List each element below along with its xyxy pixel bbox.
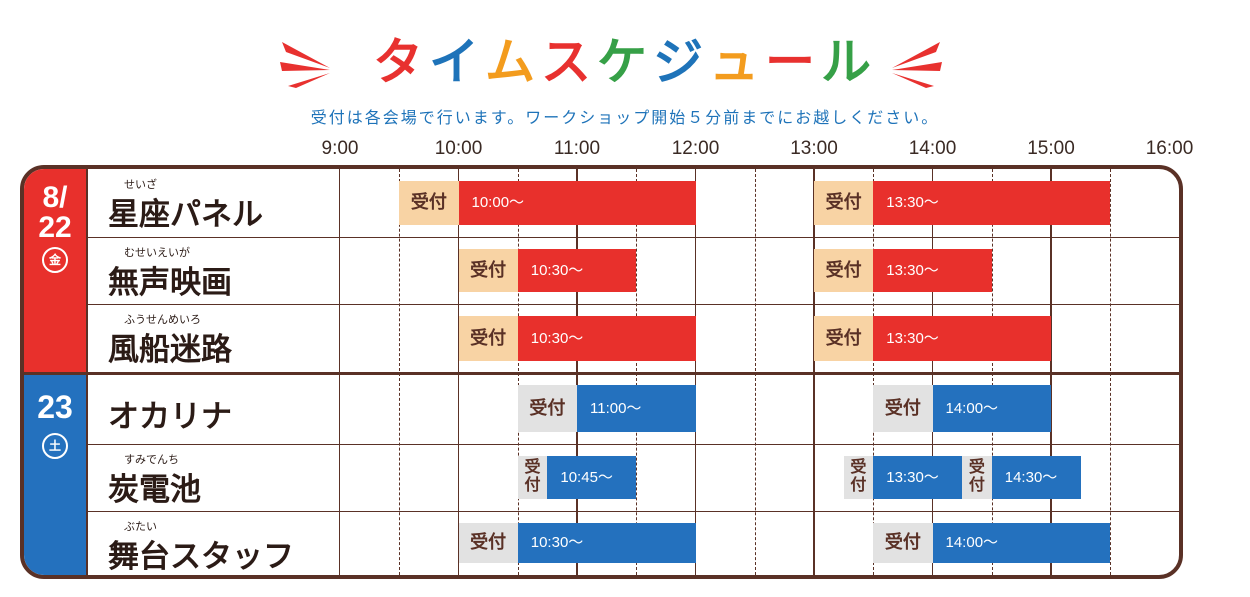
date-label: 22 (38, 211, 72, 244)
workshop-name: オカリナ (108, 399, 232, 435)
burst-left-icon (280, 42, 330, 88)
reception-label: 受付 (458, 316, 518, 361)
half-hour-line (754, 169, 756, 575)
half-hour-line (399, 169, 401, 575)
title-char: ル (821, 33, 877, 91)
reception-char: 付 (968, 475, 985, 494)
row-divider (86, 511, 1179, 512)
half-hour-line (991, 169, 993, 575)
reception-label: 受付 (458, 523, 518, 563)
session-bar: 14:00～ (932, 523, 1111, 563)
name-ruby: ふうせんめいろ (124, 313, 201, 326)
time-tick: 12:00 (671, 138, 720, 159)
hour-line (694, 169, 696, 575)
time-tick: 9:00 (321, 138, 359, 159)
day-divider (24, 372, 1179, 375)
reception-label: 受付 (843, 456, 874, 499)
time-tick: 10:00 (434, 138, 483, 159)
time-tick: 14:00 (908, 138, 957, 159)
title-char: ー (765, 33, 821, 91)
weekday-badge: 金 (42, 247, 68, 273)
session-bar: 10:00～ (458, 181, 696, 225)
workshop-name: 舞台スタッフ (108, 539, 294, 575)
column-divider (86, 169, 88, 575)
title-char: ム (485, 33, 541, 91)
session-bar: 13:30～ (873, 249, 992, 292)
title-char: タ (373, 33, 429, 91)
session-bar: 10:30～ (517, 249, 637, 292)
name-ruby: すみでんち (124, 453, 179, 466)
reception-label: 受付 (517, 385, 577, 432)
hour-line (576, 169, 578, 575)
half-hour-line (636, 169, 638, 575)
title-char: ス (541, 33, 597, 91)
reception-label: 受付 (399, 181, 459, 225)
time-tick: 15:00 (1027, 138, 1075, 159)
time-tick: 11:00 (553, 138, 601, 159)
session-bar: 10:30～ (517, 523, 696, 563)
row-divider (86, 304, 1179, 305)
schedule-table: 8/22 金 23 土せいざ 星座パネル 受付 10:00～ 受付 13:30～ むせいえいが 無声… (20, 165, 1183, 579)
title-char: ジ (653, 33, 709, 91)
reception-label: 受付 (814, 181, 874, 225)
name-ruby: ぶたい (124, 520, 157, 533)
reception-char: 付 (524, 475, 541, 494)
half-hour-line (517, 169, 519, 575)
date-label: 23 (37, 389, 73, 425)
reception-char: 付 (850, 475, 867, 494)
date-label: 8/ (42, 181, 68, 214)
session-bar: 14:00～ (932, 385, 1051, 432)
reception-char: 受 (850, 457, 867, 476)
hour-line (1050, 169, 1052, 575)
reception-label: 受付 (962, 456, 992, 499)
row-divider (86, 237, 1179, 238)
reception-label: 受付 (517, 456, 548, 499)
day-bar (24, 373, 86, 575)
time-tick: 16:00 (1145, 138, 1194, 159)
title-char: ュ (709, 33, 765, 91)
half-hour-line (1110, 169, 1112, 575)
session-bar: 11:00～ (577, 385, 696, 432)
hour-line (813, 169, 815, 575)
time-tick: 13:00 (790, 138, 838, 159)
workshop-name: 風船迷路 (108, 332, 232, 368)
title-char: ケ (597, 33, 653, 91)
title-char: イ (429, 33, 485, 91)
session-bar: 10:45～ (547, 456, 637, 499)
weekday-badge: 土 (42, 433, 68, 459)
workshop-name: 星座パネル (108, 197, 263, 233)
session-bar: 13:30～ (873, 181, 1111, 225)
reception-label: 受付 (458, 249, 518, 292)
burst-right-icon (892, 42, 942, 88)
name-ruby: せいざ (124, 178, 157, 191)
reception-char: 受 (968, 457, 985, 476)
notice-text: 受付は各会場で行います。ワークショップ開始５分前までにお越しください。 (310, 108, 940, 127)
half-hour-line (873, 169, 875, 575)
workshop-name: 無声映画 (108, 265, 232, 301)
session-bar: 13:30～ (873, 316, 1051, 361)
session-bar: 14:30～ (991, 456, 1081, 499)
row-divider (86, 444, 1179, 445)
name-ruby: むせいえいが (124, 246, 190, 259)
column-divider (339, 169, 340, 575)
page-title: タイムスケジュール (0, 28, 1250, 96)
workshop-name: 炭電池 (108, 472, 201, 508)
reception-char: 受 (524, 457, 541, 476)
hour-line (457, 169, 459, 575)
reception-label: 受付 (814, 316, 874, 361)
hour-line (931, 169, 933, 575)
reception-label: 受付 (873, 385, 933, 432)
session-bar: 10:30～ (517, 316, 696, 361)
session-bar: 13:30～ (873, 456, 963, 499)
reception-label: 受付 (814, 249, 874, 292)
reception-label: 受付 (873, 523, 933, 563)
